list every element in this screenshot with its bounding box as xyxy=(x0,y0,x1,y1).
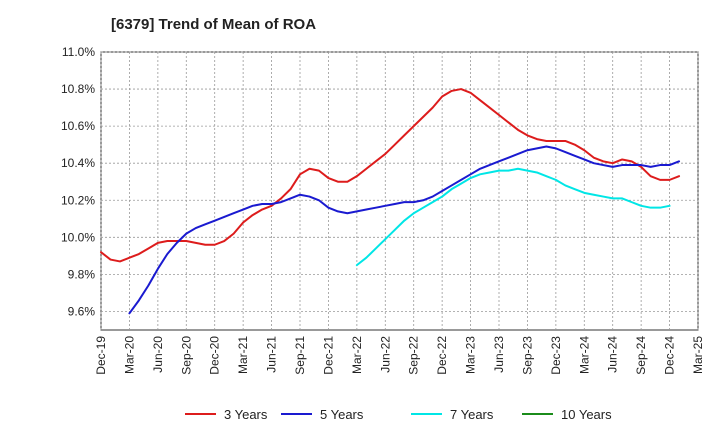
y-tick-label: 10.6% xyxy=(61,119,95,133)
legend-label-3-years: 3 Years xyxy=(224,407,268,422)
plot-area xyxy=(100,51,699,331)
x-tick-label: Mar-23 xyxy=(464,336,478,374)
series-line-3-years xyxy=(100,88,681,263)
x-tick-label: Mar-22 xyxy=(350,336,364,374)
x-tick-label: Sep-20 xyxy=(179,336,193,375)
y-tick-label: 10.8% xyxy=(61,82,95,96)
legend: 3 Years 5 Years 7 Years 10 Years xyxy=(185,407,612,422)
x-tick-label: Jun-23 xyxy=(492,336,506,373)
x-tick-label: Sep-23 xyxy=(520,336,534,375)
x-tick-label: Jun-20 xyxy=(151,336,165,373)
x-axis-ticks: Dec-19 Mar-20 Jun-20 Sep-20 Dec-20 Mar-21 Jun-… xyxy=(94,336,705,375)
series-layer xyxy=(100,88,681,315)
y-tick-label: 11.0% xyxy=(62,45,95,59)
x-tick-label: Sep-22 xyxy=(407,336,421,375)
x-tick-label: Sep-24 xyxy=(634,336,648,375)
x-tick-label: Dec-20 xyxy=(208,336,222,375)
x-tick-label: Dec-22 xyxy=(435,336,449,375)
x-tick-label: Dec-19 xyxy=(94,336,108,375)
x-tick-label: Jun-21 xyxy=(265,336,279,373)
y-axis-ticks: 9.6% 9.8% 10.0% 10.2% 10.4% 10.6% 10.8% 11.0% xyxy=(61,45,95,318)
y-tick-label: 10.0% xyxy=(61,230,95,244)
x-tick-label: Mar-24 xyxy=(577,336,591,374)
x-tick-label: Mar-20 xyxy=(122,336,136,374)
x-tick-label: Jun-24 xyxy=(606,336,620,373)
x-tick-label: Sep-21 xyxy=(293,336,307,375)
x-tick-label: Jun-22 xyxy=(378,336,392,373)
x-tick-label: Dec-21 xyxy=(321,336,335,375)
series-line-7-years xyxy=(355,167,671,267)
y-tick-label: 10.4% xyxy=(61,156,95,170)
chart-title: [6379] Trend of Mean of ROA xyxy=(111,16,316,33)
legend-label-7-years: 7 Years xyxy=(450,407,494,422)
x-tick-label: Mar-25 xyxy=(691,336,705,374)
y-tick-label: 9.6% xyxy=(68,304,96,318)
y-tick-label: 9.8% xyxy=(68,267,96,281)
series-line-5-years xyxy=(128,145,681,315)
y-tick-label: 10.2% xyxy=(61,193,95,207)
x-tick-label: Dec-23 xyxy=(549,336,563,375)
x-tick-label: Mar-21 xyxy=(236,336,250,374)
legend-label-5-years: 5 Years xyxy=(320,407,364,422)
legend-label-10-years: 10 Years xyxy=(561,407,612,422)
x-tick-label: Dec-24 xyxy=(663,336,677,375)
